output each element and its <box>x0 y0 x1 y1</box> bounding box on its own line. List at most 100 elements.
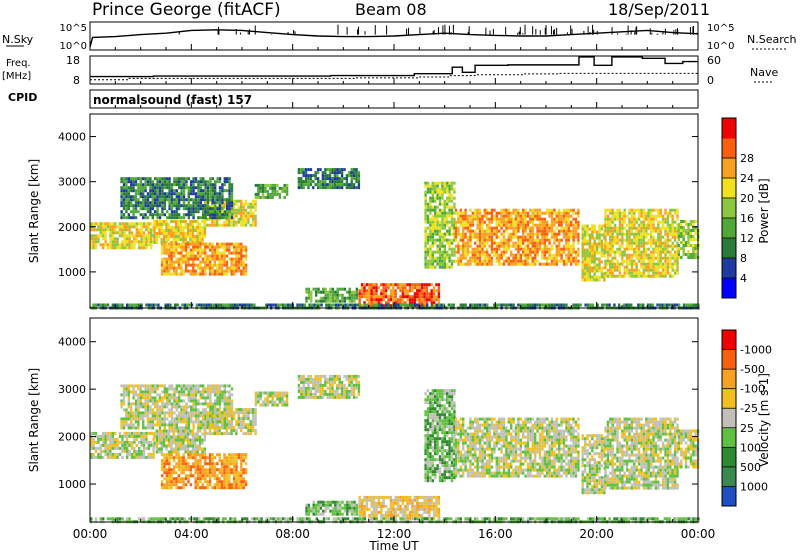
power-cell <box>179 235 183 238</box>
velocity-cell <box>160 450 163 454</box>
power-cell <box>187 260 190 264</box>
velocity-cell <box>254 397 258 401</box>
velocity-cell <box>269 400 272 404</box>
power-cell <box>329 296 332 300</box>
power-cell <box>314 287 318 291</box>
power-cell <box>441 220 444 224</box>
power-cell <box>536 259 539 263</box>
power-cell <box>104 303 107 307</box>
power-cell <box>474 247 477 251</box>
power-cell <box>225 266 229 270</box>
power-cell <box>244 214 248 218</box>
power-cell <box>230 213 234 217</box>
power-cell <box>175 198 178 202</box>
power-cell <box>429 184 432 188</box>
power-cell <box>214 189 217 193</box>
velocity-cell <box>174 447 178 451</box>
power-cell <box>689 229 693 232</box>
power-cell <box>252 214 255 218</box>
power-cell <box>512 244 515 248</box>
power-cell <box>237 220 240 224</box>
power-cell <box>436 238 439 242</box>
power-cell <box>517 217 520 221</box>
power-cell <box>142 201 145 205</box>
power-cell <box>354 303 357 307</box>
power-cell <box>317 290 320 294</box>
power-cell <box>220 260 224 264</box>
power-cell <box>664 208 667 212</box>
power-cell <box>106 246 110 250</box>
power-cell <box>147 243 150 247</box>
velocity-cell <box>153 441 156 445</box>
power-cell <box>567 208 570 212</box>
power-cell <box>476 220 479 224</box>
power-cell <box>462 253 465 257</box>
power-cell <box>534 217 537 221</box>
power-cell <box>659 250 662 254</box>
power-cell <box>189 232 192 235</box>
power-cell <box>375 303 378 307</box>
power-cell <box>237 205 240 209</box>
power-cell <box>211 183 214 187</box>
power-cell <box>154 213 157 217</box>
power-cell <box>471 303 474 307</box>
velocity-cell <box>174 429 178 433</box>
power-cell <box>600 260 604 264</box>
power-cell <box>134 216 138 220</box>
velocity-cell <box>123 431 126 435</box>
power-cell <box>404 286 407 290</box>
power-cell <box>343 177 346 181</box>
power-cell <box>562 259 566 263</box>
power-cell <box>661 274 665 278</box>
noise-right-tick-bottom: 10^0 <box>707 41 734 52</box>
power-cell <box>457 250 460 254</box>
power-cell <box>172 245 176 249</box>
power-cell <box>244 257 248 261</box>
power-cell <box>232 251 236 255</box>
power-cell <box>147 303 150 307</box>
power-cell <box>326 174 329 178</box>
power-cell <box>606 226 610 230</box>
power-cell <box>555 256 558 260</box>
power-region <box>90 222 155 250</box>
power-cell <box>684 220 688 223</box>
power-cell <box>324 177 327 181</box>
power-cell <box>459 235 462 239</box>
power-cell <box>611 214 614 218</box>
power-cell <box>179 226 183 229</box>
power-cell <box>127 189 130 193</box>
power-cell <box>375 298 378 302</box>
power-cell <box>441 244 444 248</box>
power-cell <box>498 247 501 251</box>
power-cell <box>642 211 646 215</box>
power-cell <box>628 268 631 272</box>
power-cell <box>168 216 171 220</box>
power-cell <box>502 250 506 254</box>
power-cell <box>274 303 278 307</box>
power-cell <box>469 256 472 260</box>
power-cell <box>302 183 305 187</box>
power-cell <box>179 220 183 223</box>
power-cell <box>165 241 168 244</box>
power-cell <box>682 238 685 241</box>
power-cell <box>647 274 650 278</box>
power-cell <box>397 303 400 307</box>
power-cell <box>630 211 634 215</box>
power-cell <box>664 229 667 233</box>
power-cell <box>135 237 138 241</box>
power-cell <box>225 220 228 224</box>
power-cell <box>94 240 98 244</box>
power-cell <box>512 256 515 260</box>
velocity-cell <box>99 449 102 453</box>
power-cell <box>125 189 128 193</box>
power-cell <box>469 214 472 218</box>
power-cell <box>567 226 570 230</box>
power-cell <box>226 216 229 220</box>
power-cell <box>213 223 216 227</box>
power-cell <box>616 232 619 236</box>
power-cell <box>543 217 546 221</box>
power-cell <box>441 256 444 260</box>
power-cell <box>223 198 226 202</box>
velocity-cell <box>261 400 265 404</box>
velocity-cell <box>261 403 265 407</box>
